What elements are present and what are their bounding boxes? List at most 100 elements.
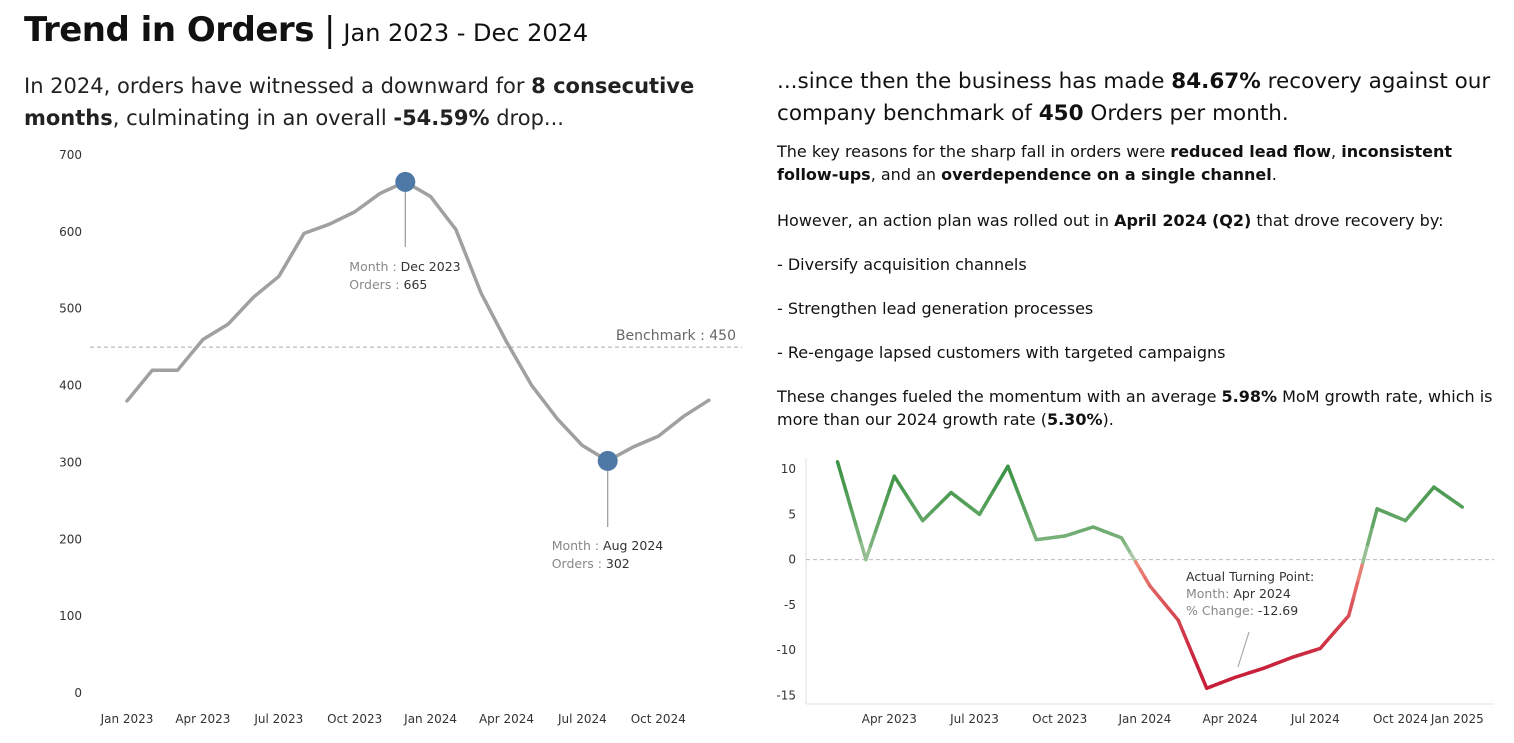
x-tick-label: Apr 2024 bbox=[479, 712, 534, 726]
left-headline: In 2024, orders have witnessed a downwar… bbox=[24, 70, 724, 134]
y-tick-label: 200 bbox=[59, 532, 82, 546]
y-tick-label: 700 bbox=[59, 148, 82, 162]
body-emphasis: April 2024 bbox=[1114, 211, 1207, 230]
mom-series-segment bbox=[1195, 663, 1204, 679]
headline-text: drop... bbox=[489, 106, 564, 130]
y-tick-label: 100 bbox=[59, 609, 82, 623]
mom-series-segment bbox=[1361, 542, 1370, 565]
body-text: ). bbox=[1102, 410, 1114, 429]
y-tick-label: 0 bbox=[74, 686, 82, 700]
mom-series-segment bbox=[1186, 641, 1195, 657]
mom-series-segment bbox=[849, 508, 859, 529]
x-tick-label: Jul 2023 bbox=[253, 712, 303, 726]
mom-series-segment bbox=[873, 516, 882, 534]
x-tick-label: Oct 2023 bbox=[1032, 712, 1087, 726]
annotation-title: Actual Turning Point: bbox=[1186, 569, 1314, 584]
mom-series-segment bbox=[1020, 501, 1029, 517]
y-tick-label: 400 bbox=[59, 379, 82, 393]
y-tick-label: 0 bbox=[788, 553, 796, 567]
headline-text: ...since then the business has made bbox=[777, 69, 1172, 94]
x-tick-label: Jul 2024 bbox=[557, 712, 607, 726]
x-tick-label: Oct 2024 bbox=[631, 712, 686, 726]
growth-paragraph: These changes fueled the momentum with a… bbox=[777, 385, 1507, 431]
mom-series-segment bbox=[1006, 464, 1015, 481]
x-tick-label: Jul 2024 bbox=[1290, 712, 1340, 726]
annotation-month: Month : Dec 2023 bbox=[349, 259, 460, 274]
mom-series-segment bbox=[1455, 501, 1465, 509]
x-tick-label: Jan 2024 bbox=[1117, 712, 1171, 726]
y-tick-label: 600 bbox=[59, 225, 82, 239]
title-separator: | bbox=[323, 10, 336, 50]
mom-series-segment bbox=[835, 460, 844, 480]
mom-series-segment bbox=[1176, 618, 1185, 634]
headline-emphasis: 8 consecutive months bbox=[24, 74, 695, 130]
bullet-item: - Diversify acquisition channels bbox=[777, 255, 1027, 274]
annotation-month: Month: Apr 2024 bbox=[1186, 586, 1291, 601]
mom-series-segment bbox=[1351, 578, 1360, 600]
x-tick-label: Apr 2023 bbox=[175, 712, 230, 726]
mom-series-segment bbox=[1181, 629, 1190, 645]
mom-series-segment bbox=[1370, 507, 1379, 529]
body-text: , and an bbox=[870, 165, 942, 184]
mom-series-segment bbox=[1025, 513, 1034, 530]
annotation-orders: Orders : 665 bbox=[349, 277, 427, 292]
mom-series-segment bbox=[1015, 488, 1024, 505]
page-title-row: Trend in Orders | Jan 2023 - Dec 2024 bbox=[24, 10, 588, 58]
x-tick-label: Jan 2025 bbox=[1430, 712, 1484, 726]
headline-emphasis: -54.59% bbox=[393, 106, 490, 130]
y-tick-label: -5 bbox=[784, 598, 796, 612]
annotation-leader-line bbox=[1237, 631, 1250, 668]
mom-series-segment bbox=[887, 474, 897, 492]
mom-series-segment bbox=[864, 543, 873, 562]
explanation-text: The key reasons for the sharp fall in or… bbox=[777, 140, 1507, 431]
y-tick-label: -15 bbox=[776, 689, 796, 703]
body-text: , bbox=[1331, 142, 1342, 161]
y-tick-label: 10 bbox=[781, 462, 796, 476]
headline-text: Orders per month. bbox=[1083, 101, 1289, 126]
headline-text: recovery against our company benchmark o… bbox=[777, 69, 1491, 126]
reasons-paragraph: The key reasons for the sharp fall in or… bbox=[777, 140, 1507, 186]
y-tick-label: 5 bbox=[788, 507, 796, 521]
x-tick-label: Oct 2023 bbox=[327, 712, 382, 726]
body-emphasis: (Q2) bbox=[1211, 211, 1252, 230]
date-range: Jan 2023 - Dec 2024 bbox=[343, 19, 589, 47]
bullet-item: - Re-engage lapsed customers with target… bbox=[777, 343, 1226, 362]
highlight-point bbox=[597, 450, 618, 471]
action-plan-paragraph: However, an action plan was rolled out i… bbox=[777, 209, 1507, 232]
x-tick-label: Jan 2024 bbox=[403, 712, 457, 726]
headline-emphasis: 450 bbox=[1038, 101, 1084, 126]
x-tick-label: Apr 2024 bbox=[1203, 712, 1258, 726]
annotation-month: Month : Aug 2024 bbox=[552, 538, 664, 553]
body-text: However, an action plan was rolled out i… bbox=[777, 211, 1115, 230]
body-text: . bbox=[1271, 165, 1277, 184]
mom-series-segment bbox=[878, 502, 887, 520]
mom-series-segment bbox=[1346, 596, 1356, 618]
mom-series-segment bbox=[1365, 524, 1375, 547]
body-text: These changes fueled the momentum with a… bbox=[777, 387, 1222, 406]
body-emphasis: 5.98% bbox=[1221, 387, 1278, 406]
mom-series-segment bbox=[854, 525, 863, 546]
benchmark-label: Benchmark : 450 bbox=[616, 328, 736, 344]
mom-series-segment bbox=[1356, 560, 1365, 582]
mom-series-segment bbox=[1029, 525, 1039, 542]
x-tick-label: Jul 2023 bbox=[949, 712, 999, 726]
body-text: The key reasons for the sharp fall in or… bbox=[777, 142, 1171, 161]
headline-text: In 2024, orders have witnessed a downwar… bbox=[24, 74, 532, 98]
y-tick-label: 500 bbox=[59, 302, 82, 316]
right-headline: ...since then the business has made 84.6… bbox=[777, 66, 1507, 130]
body-emphasis: reduced lead flow bbox=[1170, 142, 1332, 161]
x-tick-label: Oct 2024 bbox=[1373, 712, 1428, 726]
mom-series-segment bbox=[1010, 476, 1020, 493]
body-emphasis: inconsistent follow-ups bbox=[777, 142, 1453, 184]
body-emphasis: overdependence on a single channel bbox=[941, 165, 1272, 184]
headline-emphasis: 84.67% bbox=[1171, 69, 1261, 94]
mom-series-segment bbox=[840, 476, 849, 497]
highlight-point bbox=[395, 171, 416, 192]
annotation-orders: Orders : 302 bbox=[552, 556, 630, 571]
mom-series-segment bbox=[868, 530, 878, 548]
x-tick-label: Apr 2023 bbox=[862, 712, 917, 726]
mom-series-segment bbox=[845, 492, 854, 513]
mom-series-segment bbox=[1200, 675, 1209, 691]
mom-series-segment bbox=[1190, 652, 1199, 668]
